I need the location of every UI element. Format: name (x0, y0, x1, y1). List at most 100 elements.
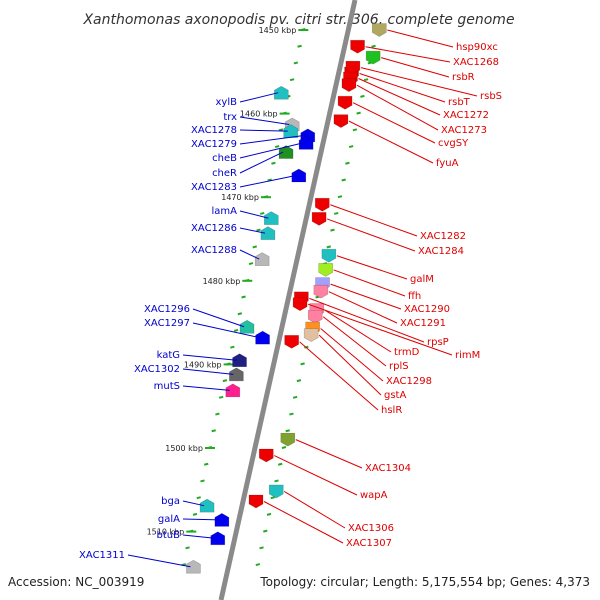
gene-arrow[interactable] (273, 85, 289, 100)
gene-arrow[interactable] (292, 297, 308, 312)
gene-arrow[interactable] (307, 309, 323, 324)
gene-arrow[interactable] (254, 252, 270, 266)
gene-label[interactable]: katG (157, 350, 180, 361)
gene-feature[interactable] (311, 212, 327, 226)
gene-label[interactable]: xylB (216, 97, 238, 108)
gene-label[interactable]: rsbS (480, 91, 502, 102)
gene-feature[interactable] (292, 297, 308, 312)
gene-label[interactable]: cheR (212, 168, 237, 179)
gene-arrow[interactable] (314, 197, 330, 212)
gene-label[interactable]: rimM (455, 350, 480, 361)
gene-feature[interactable] (321, 248, 337, 263)
gene-arrow[interactable] (291, 168, 307, 183)
gene-arrow[interactable] (350, 39, 365, 54)
gene-arrow[interactable] (210, 531, 226, 546)
gene-arrow[interactable] (365, 50, 381, 65)
gene-feature[interactable] (283, 124, 299, 138)
gene-feature[interactable] (232, 353, 247, 368)
gene-label[interactable]: btuB (157, 530, 181, 541)
gene-arrow[interactable] (214, 513, 230, 527)
gene-label[interactable]: mutS (154, 381, 180, 392)
gene-label[interactable]: XAC1278 (191, 125, 237, 136)
gene-feature[interactable] (313, 284, 329, 299)
gene-arrow[interactable] (229, 367, 244, 382)
gene-label[interactable]: cheB (212, 153, 237, 164)
gene-arrow[interactable] (280, 432, 296, 447)
gene-label[interactable]: XAC1268 (453, 57, 499, 68)
gene-feature[interactable] (280, 432, 296, 447)
gene-label[interactable]: XAC1290 (404, 304, 450, 315)
gene-label[interactable]: rplS (389, 361, 409, 372)
gene-arrow[interactable] (333, 114, 349, 128)
gene-feature[interactable] (298, 136, 314, 150)
gene-arrow[interactable] (268, 484, 284, 499)
gene-label[interactable]: lamA (212, 206, 238, 217)
gene-label[interactable]: XAC1298 (386, 376, 432, 387)
gene-label[interactable]: XAC1286 (191, 223, 237, 234)
gene-arrow[interactable] (341, 78, 357, 93)
gene-feature[interactable] (365, 50, 381, 65)
gene-feature[interactable] (291, 168, 307, 183)
gene-feature[interactable] (314, 197, 330, 212)
gene-feature[interactable] (225, 383, 241, 398)
gene-arrow[interactable] (372, 23, 387, 37)
gene-feature[interactable] (303, 328, 319, 342)
gene-label[interactable]: XAC1304 (365, 463, 411, 474)
gene-label[interactable]: gstA (384, 390, 406, 401)
gene-label[interactable]: XAC1272 (443, 110, 489, 121)
gene-label[interactable]: trmD (394, 347, 420, 358)
gene-feature[interactable] (248, 494, 264, 509)
gene-label[interactable]: XAC1284 (418, 246, 464, 257)
gene-arrow[interactable] (313, 284, 329, 299)
gene-label[interactable]: XAC1307 (346, 538, 392, 549)
gene-arrow[interactable] (239, 319, 255, 334)
gene-arrow[interactable] (318, 263, 334, 277)
gene-arrow[interactable] (278, 145, 294, 159)
gene-label[interactable]: rsbR (452, 72, 475, 83)
gene-arrow[interactable] (232, 353, 247, 368)
gene-feature[interactable] (341, 78, 357, 93)
gene-arrow[interactable] (248, 494, 264, 509)
gene-feature[interactable] (254, 252, 270, 266)
gene-label[interactable]: ffh (408, 291, 421, 302)
gene-feature[interactable] (278, 145, 294, 159)
gene-label[interactable]: XAC1282 (420, 231, 466, 242)
gene-feature[interactable] (229, 367, 244, 382)
gene-label[interactable]: bga (161, 496, 180, 507)
gene-feature[interactable] (268, 484, 284, 499)
gene-arrow[interactable] (284, 335, 299, 349)
gene-arrow[interactable] (225, 383, 241, 398)
gene-feature[interactable] (350, 39, 365, 54)
gene-feature[interactable] (258, 448, 274, 463)
gene-label[interactable]: XAC1296 (144, 304, 190, 315)
gene-arrow[interactable] (311, 212, 327, 226)
gene-label[interactable]: rpsP (427, 337, 449, 348)
gene-label[interactable]: hsp90xc (456, 42, 498, 53)
gene-arrow[interactable] (298, 136, 314, 150)
gene-feature[interactable] (284, 335, 299, 349)
gene-label[interactable]: XAC1306 (348, 523, 394, 534)
gene-label[interactable]: fyuA (436, 158, 459, 169)
gene-arrow[interactable] (337, 95, 353, 110)
gene-label[interactable]: XAC1291 (400, 318, 446, 329)
gene-arrow[interactable] (258, 448, 274, 463)
gene-feature[interactable] (210, 531, 226, 546)
gene-label[interactable]: XAC1297 (144, 318, 190, 329)
gene-label[interactable]: XAC1288 (191, 245, 237, 256)
gene-label[interactable]: XAC1279 (191, 139, 237, 150)
gene-arrow[interactable] (321, 248, 337, 263)
gene-label[interactable]: XAC1273 (441, 125, 487, 136)
gene-feature[interactable] (239, 319, 255, 334)
gene-label[interactable]: wapA (360, 490, 388, 501)
gene-label[interactable]: XAC1311 (79, 550, 125, 561)
gene-label[interactable]: galA (158, 514, 180, 525)
gene-label[interactable]: cvgSY (438, 138, 469, 149)
gene-feature[interactable] (307, 309, 323, 324)
gene-arrow[interactable] (283, 124, 299, 138)
gene-label[interactable]: XAC1283 (191, 182, 237, 193)
gene-feature[interactable] (337, 95, 353, 110)
gene-label[interactable]: rsbT (448, 97, 471, 108)
gene-label[interactable]: galM (410, 274, 434, 285)
gene-feature[interactable] (333, 114, 349, 128)
